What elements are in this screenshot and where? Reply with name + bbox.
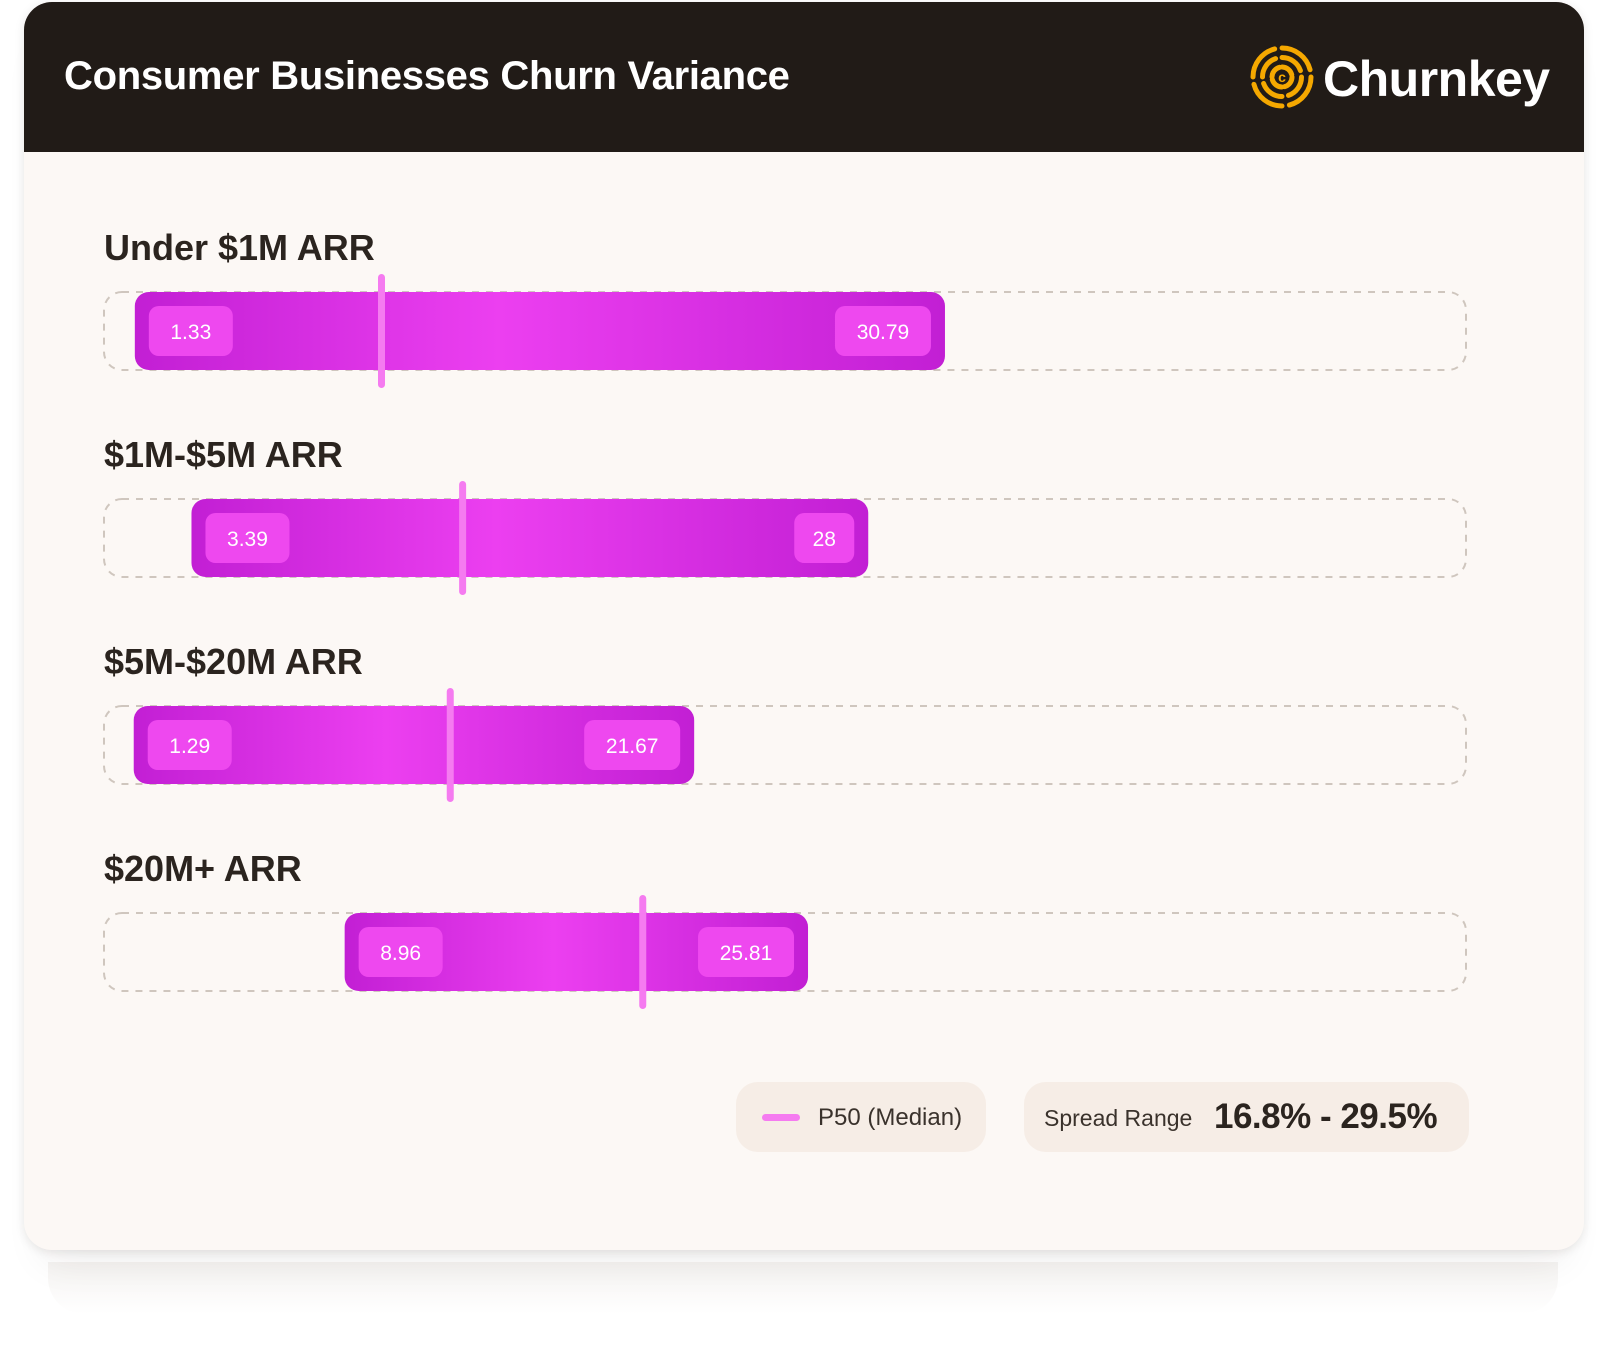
median-marker [378, 274, 385, 388]
max-value-label: 30.79 [857, 321, 910, 344]
spread-range-box: Spread Range 16.8% - 29.5% [1024, 1082, 1469, 1152]
min-value-badge [358, 927, 443, 977]
range-chart: Under $1M ARR 1.33 30.79 $1M-$5M ARR 3.39 28 $… [103, 227, 1467, 1009]
range-bar [133, 706, 695, 784]
median-marker [639, 895, 647, 1009]
max-value-badge [584, 720, 681, 770]
max-value-label: 21.67 [606, 735, 659, 758]
spread-range-label: Spread Range [1044, 1105, 1193, 1131]
churnkey-target-icon: c [1250, 45, 1314, 109]
range-track [103, 705, 1467, 785]
brand-logo: c Churnkey [1249, 44, 1550, 114]
max-value-label: 28 [813, 528, 836, 551]
max-value-label: 25.81 [720, 942, 773, 965]
min-value-label: 8.96 [380, 942, 421, 965]
segment-label: $1M-$5M ARR [104, 434, 343, 475]
max-value-badge [698, 927, 795, 977]
max-value-badge [794, 513, 855, 563]
brand-name: Churnkey [1323, 51, 1550, 107]
range-bar [134, 292, 945, 370]
card-shadow [48, 1262, 1558, 1314]
segment-label: Under $1M ARR [104, 227, 375, 268]
median-marker [446, 688, 454, 802]
segment-label: $5M-$20M ARR [104, 641, 363, 682]
svg-text:c: c [1278, 69, 1286, 85]
max-value-badge [834, 306, 931, 356]
header-bar: Consumer Businesses Churn Variance c Chu… [24, 2, 1584, 152]
min-value-badge [205, 513, 290, 563]
min-value-label: 1.29 [169, 735, 210, 758]
median-legend: P50 (Median) [736, 1082, 986, 1152]
min-value-badge [147, 720, 232, 770]
range-bar [344, 913, 809, 991]
chart-card: Consumer Businesses Churn Variance c Chu… [24, 2, 1584, 1250]
segment-label: $20M+ ARR [104, 848, 302, 889]
range-bar [191, 499, 869, 577]
min-value-label: 3.39 [227, 528, 268, 551]
min-value-badge [148, 306, 233, 356]
median-legend-label: P50 (Median) [818, 1104, 963, 1131]
spread-range-value: 16.8% - 29.5% [1214, 1097, 1438, 1136]
min-value-label: 1.33 [170, 321, 211, 344]
median-marker [459, 481, 467, 595]
median-swatch [762, 1114, 800, 1121]
chart-title: Consumer Businesses Churn Variance [64, 54, 790, 98]
